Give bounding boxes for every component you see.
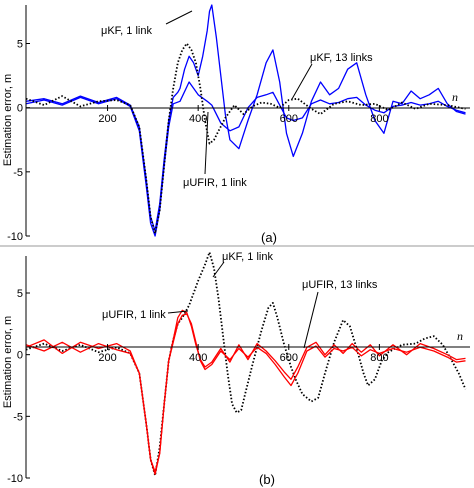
panel-a-x-tick-label: 600 [280,113,298,125]
panel-b-y-axis-label: Estimation error, m [2,316,14,408]
panel-a-series-kf-13-links [25,81,466,237]
panel-b-leader-muufir-13-links [303,291,319,349]
panel-b-series-ufir-13-links [25,313,466,475]
panel-a-x-tick-label: 400 [189,113,207,125]
panel-a-y-tick-label: -5 [13,167,23,179]
panel-b-leader-mukf-1-link [212,261,225,278]
panel-a-y-axis-label: Estimation error, m [2,74,14,166]
panel-b-x-tick-label: 600 [280,352,298,364]
panel-a-leader-mukf-13-links [291,63,313,100]
panel-b-x-tick-label: 200 [98,352,116,364]
panel-b-y-tick-label: -5 [13,411,23,423]
panel-b-y-tick-label: -10 [7,473,23,485]
panel-a-x-tick-label: 200 [98,113,116,125]
panel-a-series-kf-1-link [25,4,466,232]
panel-a-series-ufir-1-link [25,42,466,235]
panel-a-y-tick-label: 5 [17,39,23,51]
panel-a-annotation-mukf-13-links: μKF, 13 links [310,52,373,64]
panel-b-annotation-muufir-13-links: μUFIR, 13 links [302,279,378,291]
panel-b-x-axis-label: n [457,329,463,343]
panel-a-label: (a) [261,230,277,245]
panel-b-series [25,251,467,477]
panel-b-series-ufir-1-link [25,309,466,473]
panel-b-annotation-mukf-1-link: μKF, 1 link [222,251,273,263]
panel-a-series [25,4,466,237]
panel-b-y-tick-label: 5 [17,288,23,300]
panel-a-y-ticks: 5 0 -5 -10 [7,39,30,243]
panel-b-leader-muufir-1-link [167,310,189,314]
panel-a: 5 0 -5 -10 200 400 600 800 n Estimation error,… [2,4,470,245]
panel-a-x-ticks: 200 400 600 800 [98,105,389,125]
panel-a-annotation-muufir-1-link: μUFIR, 1 link [183,177,247,189]
panel-b: 5 0 -5 -10 200 400 600 800 n Estimation error,… [2,251,470,487]
panel-a-y-tick-label: -10 [7,231,23,243]
panel-a-leader-mukf-1-link [165,10,193,25]
panel-b-y-tick-label: 0 [17,350,23,362]
panel-a-y-tick-label: 0 [17,103,23,115]
panel-a-x-axis-label: n [452,90,458,104]
panel-b-x-ticks: 200 400 600 800 [98,344,389,364]
panel-b-x-tick-label: 400 [189,352,207,364]
panel-b-series-kf-1-link [25,251,467,477]
panel-b-label: (b) [259,472,275,487]
panel-a-annotation-mukf-1-link: μKF, 1 link [101,25,152,37]
panel-a-leader-muufir-1-link [204,111,209,175]
panel-b-y-ticks: 5 0 -5 -10 [7,288,30,485]
panel-b-x-tick-label: 800 [370,352,388,364]
panel-b-annotation-muufir-1-link: μUFIR, 1 link [102,309,166,321]
panel-a-x-tick-label: 800 [370,113,388,125]
